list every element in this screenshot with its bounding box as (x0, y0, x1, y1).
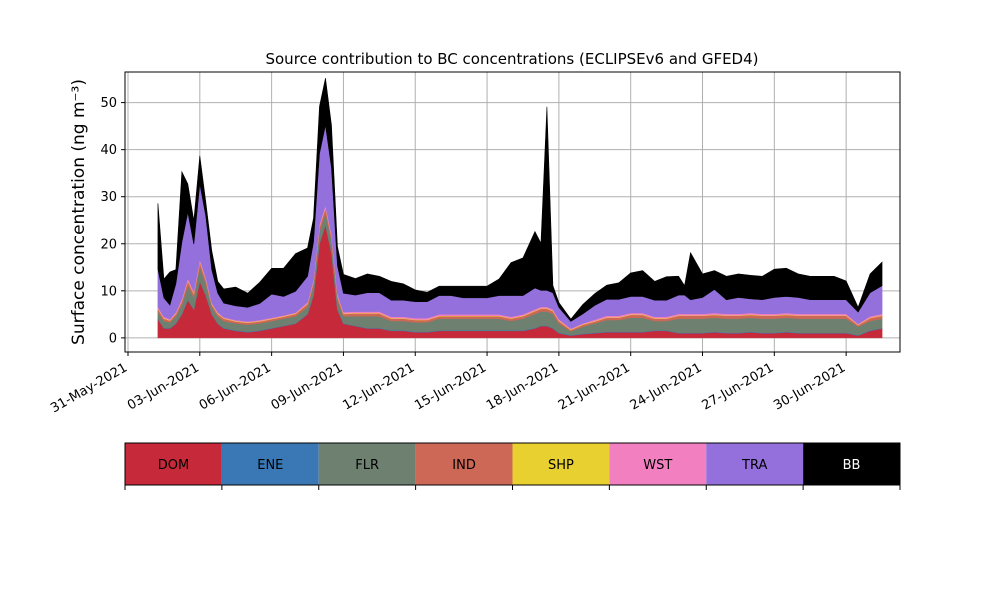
legend-swatch-bb (803, 443, 900, 485)
legend-swatch-ind (415, 443, 513, 485)
legend-swatch-shp (512, 443, 610, 485)
y-tick-label: 30 (100, 190, 117, 205)
legend-colorbar: DOM ENE FLR IND SHP WST TRA BB (124, 442, 901, 490)
legend-label-tra: TRA (741, 458, 767, 473)
legend-label-wst: WST (643, 458, 672, 473)
y-axis-label: Surface concentration (ng m⁻³) (69, 79, 89, 345)
legend-label-flr: FLR (355, 458, 379, 473)
legend-label-dom: DOM (158, 458, 189, 473)
chart-title: Source contribution to BC concentrations… (265, 50, 758, 68)
legend-label-ind: IND (452, 458, 476, 473)
stacked-areas (157, 78, 883, 339)
y-tick-label: 20 (100, 237, 117, 252)
y-tick-label: 0 (109, 331, 117, 346)
plot-frame (124, 71, 901, 353)
legend-label-shp: SHP (548, 458, 574, 473)
y-tick-label: 10 (100, 284, 117, 299)
legend-label-bb: BB (843, 458, 861, 473)
area-series-bb (157, 78, 883, 322)
y-tick-label: 40 (100, 143, 117, 158)
y-tick-label: 50 (100, 96, 117, 111)
legend-swatch-flr (318, 443, 416, 485)
y-axis-ticks: 0 10 20 30 40 50 (100, 96, 125, 346)
legend-label-ene: ENE (257, 458, 283, 473)
legend-swatch-tra (706, 443, 804, 485)
legend-swatch-dom (125, 443, 222, 485)
legend-swatch-wst (609, 443, 707, 485)
legend-swatch-ene (221, 443, 319, 485)
